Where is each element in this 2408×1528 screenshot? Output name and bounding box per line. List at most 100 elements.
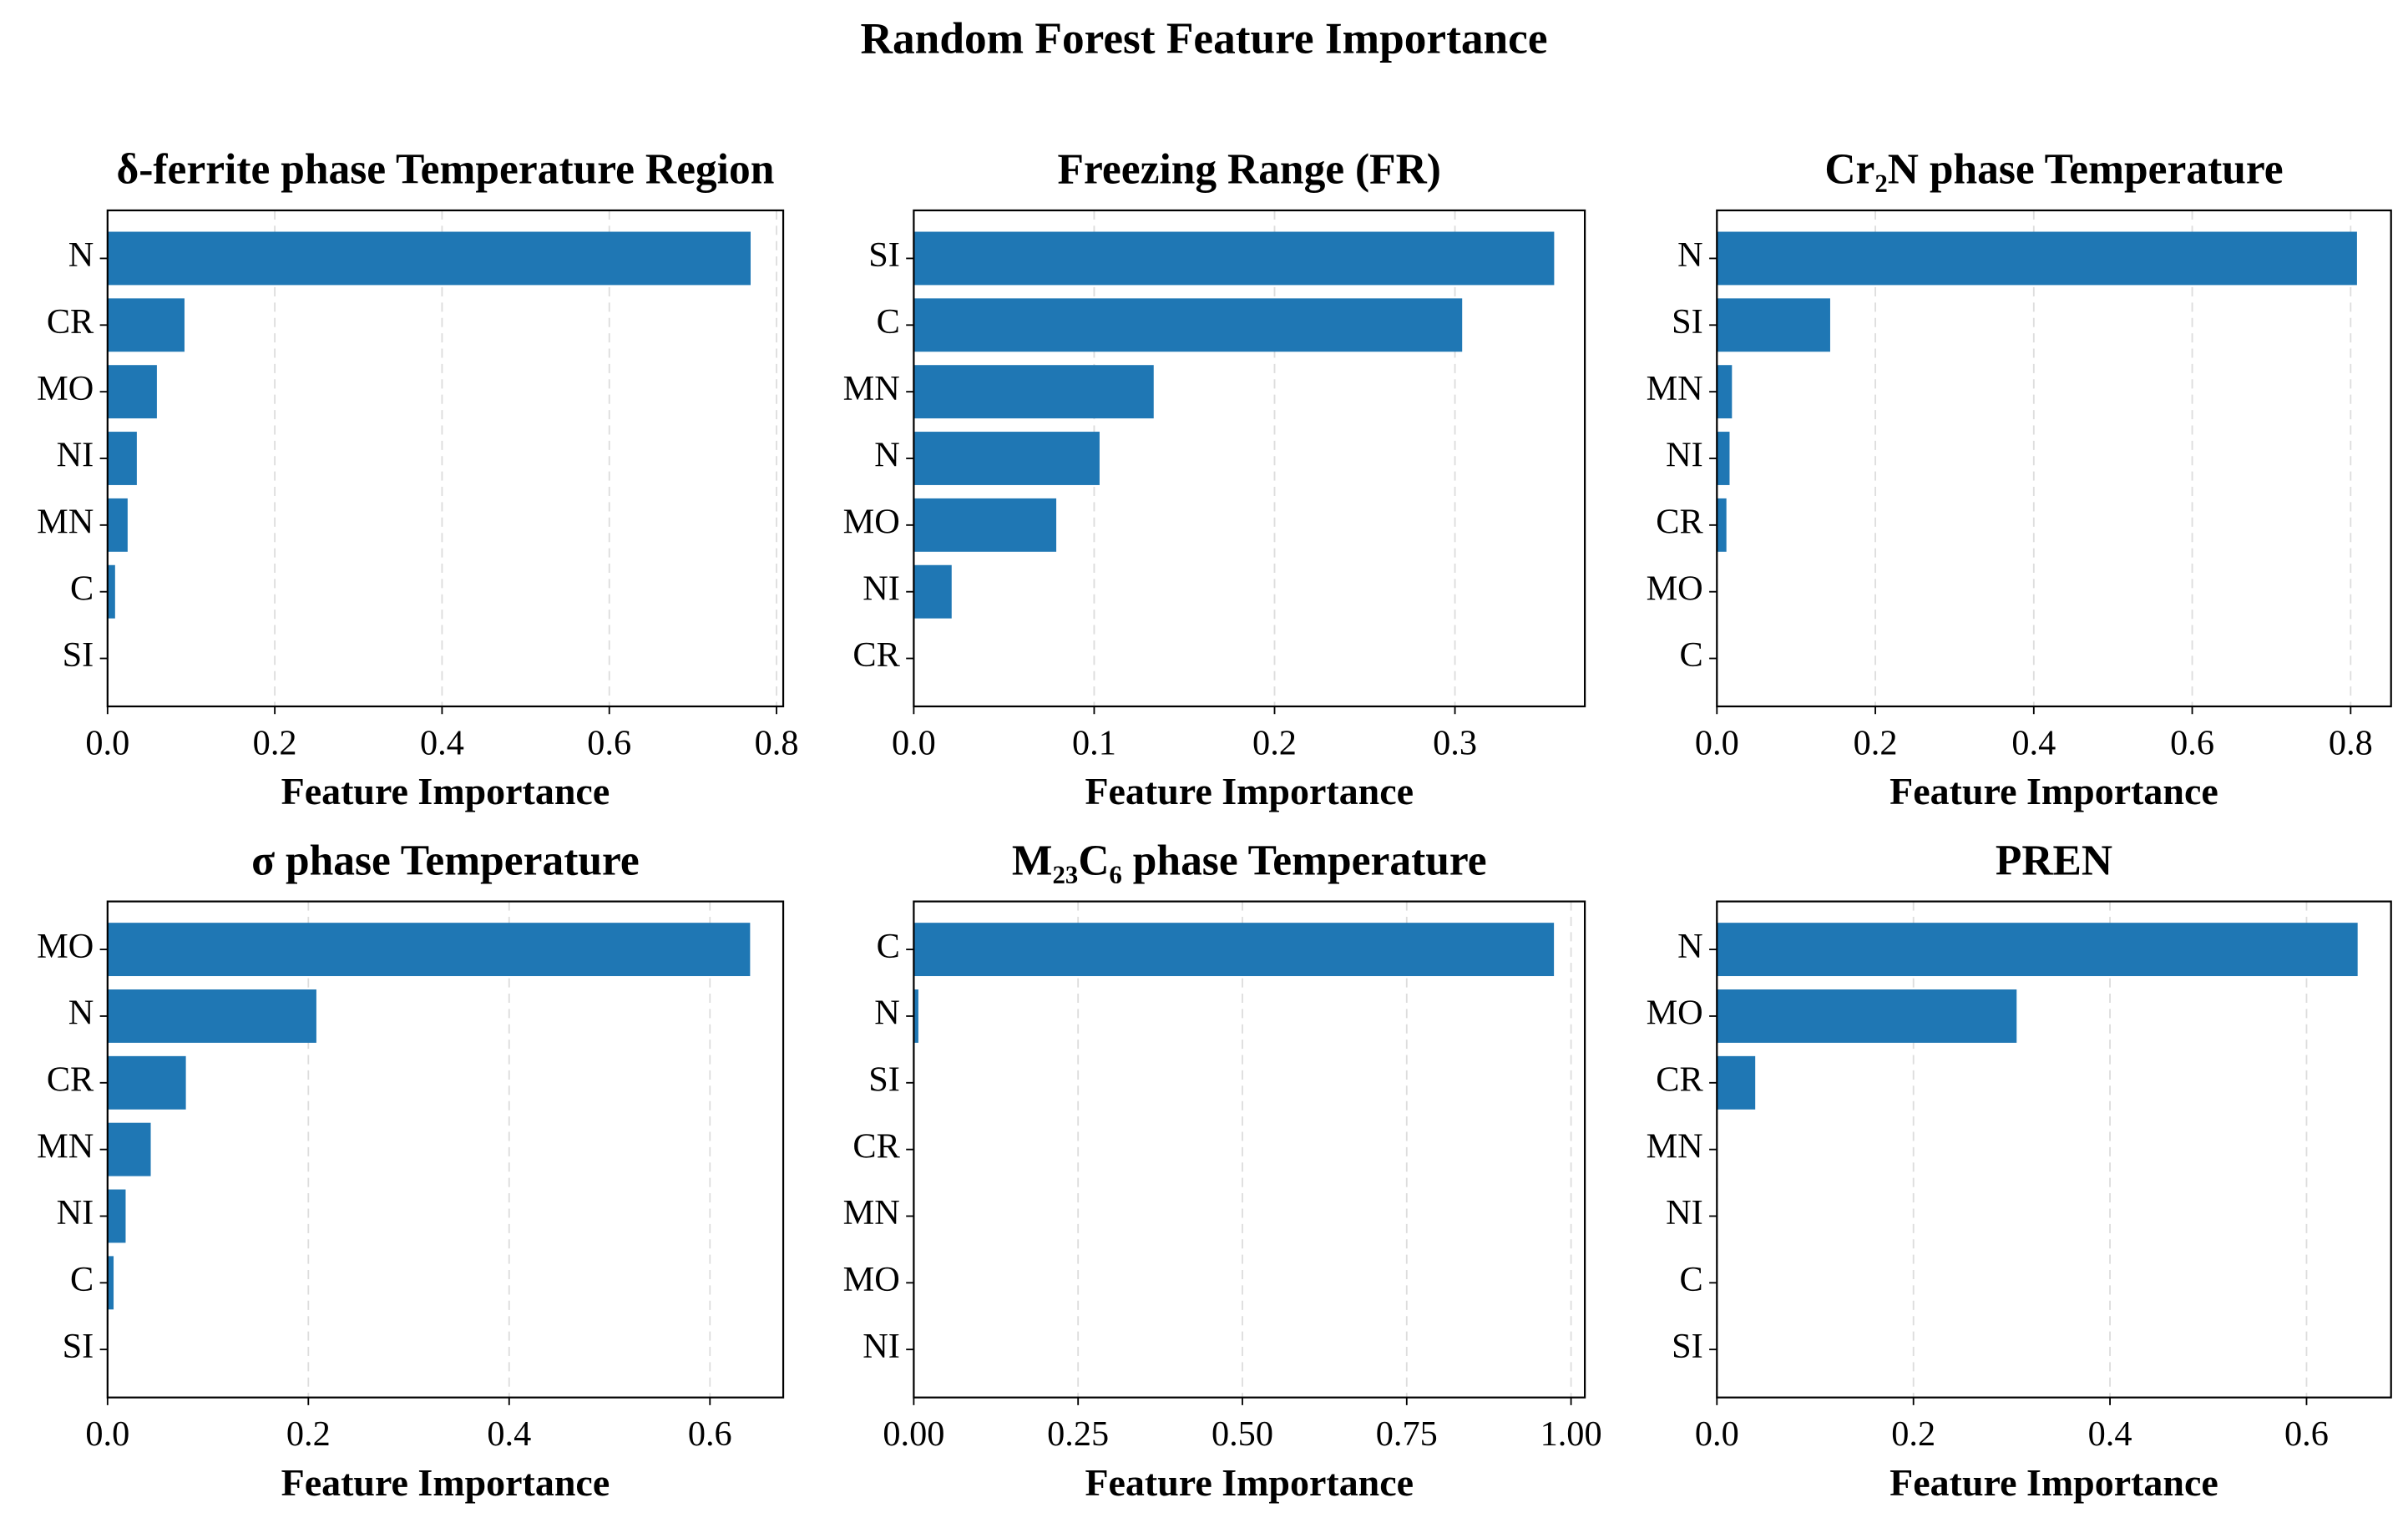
y-tick-label: C <box>70 1260 94 1299</box>
y-tick-label: SI <box>63 635 94 675</box>
y-tick-label: MN <box>1647 369 1703 408</box>
y-tick-label: C <box>1680 1260 1703 1299</box>
subplot-title: Cr₂N phase Temperature <box>1824 146 2283 194</box>
y-tick-label: NI <box>863 569 900 608</box>
axes-frame <box>913 900 1586 1399</box>
x-tick-label: 0.3 <box>1433 724 1477 763</box>
y-tick-label: CR <box>1656 1060 1703 1099</box>
x-tick-label: 0.6 <box>2170 724 2214 763</box>
bar <box>107 1055 186 1110</box>
y-tick-label: CR <box>852 1126 900 1166</box>
bar <box>1717 231 2357 286</box>
axes-frame <box>1716 209 2392 708</box>
x-tick-label: 0.4 <box>2088 1414 2132 1454</box>
y-tick-label: NI <box>57 1193 94 1232</box>
y-tick-label: SI <box>868 235 900 275</box>
bar <box>107 989 316 1043</box>
y-tick-label: N <box>68 235 94 275</box>
y-tick-label: MN <box>37 503 94 542</box>
y-tick-label: C <box>877 302 900 342</box>
bar <box>107 1189 126 1243</box>
y-tick-label: MN <box>843 1193 900 1232</box>
y-tick-label: C <box>1680 635 1703 675</box>
y-tick-label: MN <box>1647 1126 1703 1166</box>
x-tick-label: 0.0 <box>85 1414 129 1454</box>
x-axis-label: Feature Importance <box>1889 1461 2218 1504</box>
bar <box>913 498 1057 552</box>
y-tick-label: MN <box>37 1126 94 1166</box>
bar <box>1717 498 1727 552</box>
x-tick-label: 0.4 <box>487 1414 531 1454</box>
x-axis-label: Feature Importance <box>281 1461 610 1504</box>
figure-title: Random Forest Feature Importance <box>861 13 1548 63</box>
y-tick-label: NI <box>1666 436 1703 475</box>
y-tick-label: SI <box>868 1060 900 1099</box>
bar <box>107 365 157 419</box>
x-tick-label: 0.25 <box>1047 1414 1109 1454</box>
y-tick-label: N <box>1677 235 1703 275</box>
x-tick-label: 0.6 <box>688 1414 732 1454</box>
x-axis-label: Feature Importance <box>1889 770 2218 812</box>
y-tick-label: C <box>877 927 900 966</box>
y-tick-label: N <box>874 994 900 1033</box>
axes-frame <box>913 209 1586 708</box>
bar <box>107 923 751 977</box>
x-tick-label: 0.0 <box>1695 1414 1739 1454</box>
x-axis-label: Feature Importance <box>281 770 610 812</box>
bar <box>913 231 1555 286</box>
bar <box>1717 298 1830 352</box>
x-tick-label: 0.1 <box>1072 724 1116 763</box>
x-tick-label: 0.2 <box>1891 1414 1935 1454</box>
bar <box>913 564 952 619</box>
x-tick-label: 0.0 <box>85 724 129 763</box>
bar <box>107 1122 151 1176</box>
x-axis-label: Feature Importance <box>1085 770 1414 812</box>
bar <box>913 298 1463 352</box>
y-tick-label: MN <box>843 369 900 408</box>
x-tick-label: 0.2 <box>1252 724 1297 763</box>
bar <box>107 432 137 485</box>
bar <box>107 498 128 552</box>
axes-frame <box>106 900 785 1399</box>
subplot-title: σ phase Temperature <box>251 837 640 884</box>
bar <box>107 298 185 352</box>
y-tick-label: MO <box>843 1260 900 1299</box>
y-tick-label: N <box>874 436 900 475</box>
y-tick-label: MO <box>843 503 900 542</box>
y-tick-label: N <box>1677 927 1703 966</box>
bar <box>1717 1055 1756 1110</box>
x-tick-label: 0.4 <box>2011 724 2056 763</box>
x-tick-label: 0.0 <box>1695 724 1739 763</box>
y-tick-label: CR <box>47 1060 94 1099</box>
x-tick-label: 0.8 <box>755 724 799 763</box>
y-tick-label: MO <box>37 927 94 966</box>
x-tick-label: 0.0 <box>892 724 936 763</box>
bar <box>107 564 115 619</box>
y-tick-label: CR <box>47 302 94 342</box>
bar <box>1717 989 2017 1043</box>
x-tick-label: 0.2 <box>1854 724 1898 763</box>
x-tick-label: 0.4 <box>420 724 464 763</box>
y-tick-label: SI <box>63 1327 94 1366</box>
bar <box>913 923 1555 977</box>
bar <box>107 1256 114 1310</box>
x-tick-label: 0.50 <box>1212 1414 1273 1454</box>
axes-frame <box>106 209 785 708</box>
y-tick-label: CR <box>1656 503 1703 542</box>
y-tick-label: N <box>68 994 94 1033</box>
x-tick-label: 0.6 <box>2284 1414 2329 1454</box>
y-tick-label: NI <box>57 436 94 475</box>
x-tick-label: 1.00 <box>1540 1414 1602 1454</box>
bar <box>107 231 751 286</box>
x-axis-label: Feature Importance <box>1085 1461 1414 1504</box>
x-tick-label: 0.75 <box>1376 1414 1438 1454</box>
y-tick-label: SI <box>1672 302 1703 342</box>
bar <box>913 432 1100 485</box>
x-tick-label: 0.8 <box>2329 724 2373 763</box>
bar <box>1717 432 1730 485</box>
y-tick-label: CR <box>852 635 900 675</box>
x-tick-label: 0.00 <box>883 1414 944 1454</box>
bar <box>1717 365 1733 419</box>
